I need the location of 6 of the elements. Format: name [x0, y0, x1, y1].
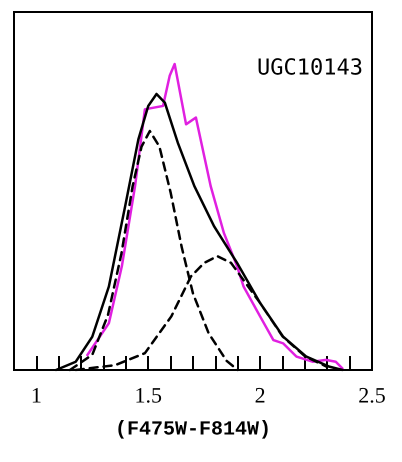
- x-tick-label: 1.5: [134, 382, 162, 408]
- chart-title: UGC10143: [257, 56, 364, 80]
- x-axis-title: (F475W-F814W): [114, 418, 272, 442]
- x-tick-label: 2.5: [358, 382, 386, 408]
- x-tick-label: 2: [254, 382, 266, 408]
- x-tick-label: 1: [30, 382, 42, 408]
